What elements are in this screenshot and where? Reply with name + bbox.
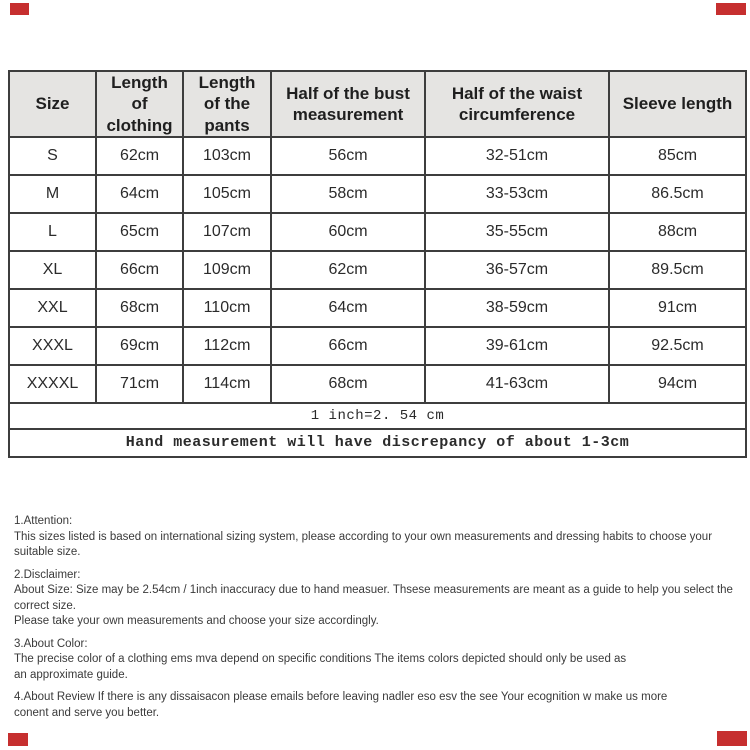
measurement-cell: 109cm [182, 249, 272, 290]
column-header: Sleeve length [608, 70, 747, 138]
column-header: Half of the waist circumference [424, 70, 610, 138]
table-row: XXL 68cm 110cm 64cm 38-59cm 91cm [8, 287, 747, 328]
table-row: XXXL 69cm 112cm 66cm 39-61cm 92.5cm [8, 325, 747, 366]
disclaimer-notes: 1.Attention: This sizes listed is based o… [14, 514, 736, 728]
measurement-cell: 60cm [270, 211, 426, 252]
size-cell: XXXL [8, 325, 97, 366]
measurement-cell: 62cm [270, 249, 426, 290]
note-line: 4.About Review If there is any dissaisac… [14, 691, 668, 703]
measurement-cell: 86.5cm [608, 173, 747, 214]
note-line: 2.Disclaimer: [14, 568, 81, 581]
measurement-cell: 112cm [182, 325, 272, 366]
note-paragraph: 1.Attention: This sizes listed is based o… [14, 514, 736, 561]
corner-mark-bottom-right [717, 731, 747, 746]
corner-mark-top-left [10, 3, 29, 15]
column-header: Half of the bust measurement [270, 70, 426, 138]
measurement-cell: 88cm [608, 211, 747, 252]
measurement-cell: 39-61cm [424, 325, 610, 366]
hand-measurement-note: Hand measurement will have discrepancy o… [8, 427, 747, 458]
note-line: This sizes listed is based on internatio… [14, 530, 713, 559]
measurement-cell: 66cm [95, 249, 184, 290]
column-header: Size [8, 70, 97, 138]
measurement-cell: 91cm [608, 287, 747, 328]
note-line: About Size: Size may be 2.54cm / 1inch i… [14, 584, 733, 612]
measurement-cell: 64cm [270, 287, 426, 328]
table-body: S 62cm 103cm 56cm 32-51cm 85cm M 64cm 105cm 58cm 3… [8, 135, 747, 404]
measurement-cell: 32-51cm [424, 135, 610, 176]
table-row: XXXXL 71cm 114cm 68cm 41-63cm 94cm [8, 363, 747, 404]
measurement-cell: 66cm [270, 325, 426, 366]
note-line: Please take your own measurements and ch… [14, 615, 379, 627]
measurement-cell: 68cm [270, 363, 426, 404]
inch-note: 1 inch=2. 54 cm [8, 401, 747, 430]
measurement-cell: 33-53cm [424, 173, 610, 214]
table-row: L 65cm 107cm 60cm 35-55cm 88cm [8, 211, 747, 252]
size-cell: XL [8, 249, 97, 290]
size-chart-table: Size Length of clothing Length of the pant… [8, 70, 747, 458]
measurement-cell: 56cm [270, 135, 426, 176]
hand-note-row: Hand measurement will have discrepancy o… [8, 427, 747, 458]
size-cell: M [8, 173, 97, 214]
measurement-cell: 107cm [182, 211, 272, 252]
measurement-cell: 94cm [608, 363, 747, 404]
table-footer: 1 inch=2. 54 cm Hand measurement will ha… [8, 401, 747, 458]
measurement-cell: 69cm [95, 325, 184, 366]
note-line: an approximate guide. [14, 668, 128, 681]
header-row: Size Length of clothing Length of the pant… [8, 70, 747, 138]
table-row: XL 66cm 109cm 62cm 36-57cm 89.5cm [8, 249, 747, 290]
corner-mark-bottom-left [8, 733, 28, 746]
column-header: Length of clothing [95, 70, 184, 138]
note-line: conent and serve you better. [14, 706, 160, 719]
measurement-cell: 110cm [182, 287, 272, 328]
measurement-cell: 89.5cm [608, 249, 747, 290]
measurement-cell: 41-63cm [424, 363, 610, 404]
note-paragraph: 4.About Review If there is any dissaisac… [14, 690, 736, 721]
note-paragraph: 2.Disclaimer: About Size: Size may be 2.5… [14, 568, 736, 630]
column-header: Length of the pants [182, 70, 272, 138]
size-cell: L [8, 211, 97, 252]
measurement-cell: 38-59cm [424, 287, 610, 328]
size-cell: S [8, 135, 97, 176]
measurement-cell: 36-57cm [424, 249, 610, 290]
measurement-cell: 114cm [182, 363, 272, 404]
measurement-cell: 85cm [608, 135, 747, 176]
measurement-cell: 35-55cm [424, 211, 610, 252]
table-row: M 64cm 105cm 58cm 33-53cm 86.5cm [8, 173, 747, 214]
size-cell: XXXXL [8, 363, 97, 404]
table-row: S 62cm 103cm 56cm 32-51cm 85cm [8, 135, 747, 176]
measurement-cell: 62cm [95, 135, 184, 176]
size-cell: XXL [8, 287, 97, 328]
measurement-cell: 105cm [182, 173, 272, 214]
note-paragraph: 3.About Color: The precise color of a clo… [14, 637, 736, 684]
corner-mark-top-right [716, 3, 746, 15]
note-line: The precise color of a clothing ems mva … [14, 653, 627, 665]
note-line: 3.About Color: [14, 637, 88, 650]
measurement-cell: 103cm [182, 135, 272, 176]
inch-note-row: 1 inch=2. 54 cm [8, 401, 747, 430]
measurement-cell: 92.5cm [608, 325, 747, 366]
measurement-cell: 71cm [95, 363, 184, 404]
measurement-cell: 65cm [95, 211, 184, 252]
measurement-cell: 58cm [270, 173, 426, 214]
measurement-cell: 68cm [95, 287, 184, 328]
measurement-cell: 64cm [95, 173, 184, 214]
note-line: 1.Attention: [14, 515, 73, 527]
